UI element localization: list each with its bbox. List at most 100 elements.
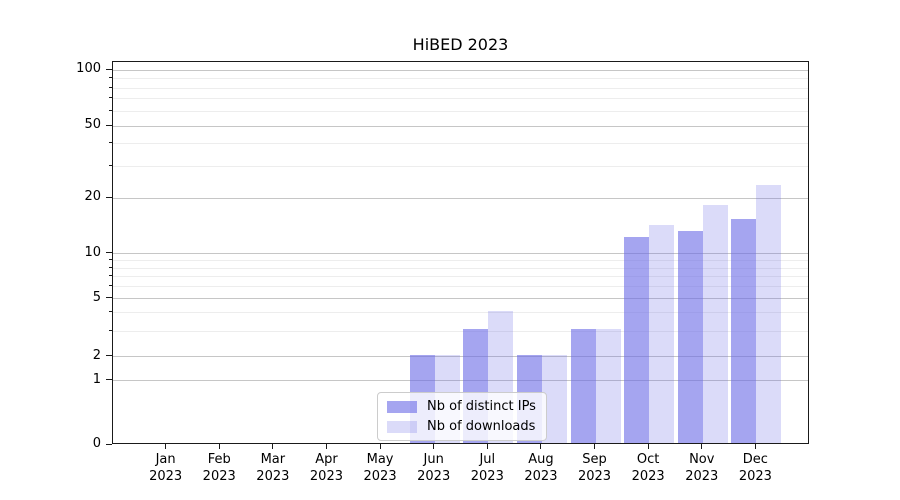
- x-tick-year: 2023: [202, 469, 236, 484]
- y-tick-label: 100: [76, 61, 101, 76]
- bar-nb-of-downloads-nov: [702, 204, 728, 443]
- minor-gridline: [113, 143, 808, 145]
- x-tick-label-apr: Apr 2023: [294, 451, 358, 485]
- x-tick-year: 2023: [470, 469, 504, 484]
- y-minor-tick: [109, 86, 112, 88]
- bar-nb-of-downloads-oct: [649, 224, 675, 443]
- x-tick-year: 2023: [256, 469, 290, 484]
- major-gridline: [113, 356, 808, 358]
- y-tick-label: 10: [84, 244, 101, 260]
- x-tick-year: 2023: [149, 469, 183, 484]
- x-tick: [594, 444, 596, 449]
- minor-gridline: [113, 276, 808, 278]
- bar-nb-of-distinct-ips-nov: [677, 230, 703, 443]
- minor-gridline: [113, 165, 808, 167]
- bar-nb-of-distinct-ips-dec: [731, 219, 757, 443]
- x-tick-year: 2023: [309, 469, 343, 484]
- y-tick: [106, 68, 112, 70]
- minor-gridline: [113, 259, 808, 261]
- x-tick: [433, 444, 435, 449]
- minor-gridline: [113, 330, 808, 332]
- chart-title: HiBED 2023: [412, 35, 509, 54]
- x-tick-label-jan: Jan 2023: [134, 451, 198, 485]
- y-minor-tick: [109, 97, 112, 99]
- x-tick: [701, 444, 703, 449]
- x-tick-label-nov: Nov 2023: [670, 451, 734, 485]
- x-tick-year: 2023: [363, 469, 397, 484]
- x-tick-year: 2023: [631, 469, 665, 484]
- bar-nb-of-downloads-dec: [756, 185, 782, 443]
- x-tick-label-aug: Aug 2023: [509, 451, 573, 485]
- legend-row-downloads: Nb of downloads: [387, 419, 536, 434]
- x-tick-year: 2023: [685, 469, 719, 484]
- y-tick: [106, 196, 112, 198]
- minor-gridline: [113, 110, 808, 112]
- legend-row-distinct-ips: Nb of distinct IPs: [387, 399, 536, 414]
- x-tick: [325, 444, 327, 449]
- x-tick-label-feb: Feb 2023: [187, 451, 251, 485]
- y-minor-tick: [109, 142, 112, 144]
- x-tick-year: 2023: [738, 469, 772, 484]
- bar-nb-of-distinct-ips-oct: [624, 237, 650, 443]
- x-tick: [272, 444, 274, 449]
- x-tick-label-jun: Jun 2023: [402, 451, 466, 485]
- major-gridline: [113, 125, 808, 127]
- y-minor-tick: [109, 258, 112, 260]
- y-tick-label: 2: [92, 347, 101, 363]
- y-minor-tick: [109, 266, 112, 268]
- x-tick-label-may: May 2023: [348, 451, 412, 485]
- y-tick-label: 5: [92, 289, 101, 305]
- y-tick-label: 1: [92, 371, 101, 387]
- x-tick-label-mar: Mar 2023: [241, 451, 305, 485]
- y-minor-tick: [109, 77, 112, 79]
- legend-label-downloads: Nb of downloads: [427, 419, 536, 434]
- y-minor-tick: [109, 275, 112, 277]
- major-gridline: [113, 380, 808, 382]
- bar-nb-of-downloads-sep: [595, 329, 621, 443]
- x-tick-label-sep: Sep 2023: [563, 451, 627, 485]
- minor-gridline: [113, 286, 808, 288]
- y-minor-tick: [109, 164, 112, 166]
- major-gridline: [113, 197, 808, 199]
- y-minor-tick: [109, 109, 112, 111]
- y-minor-tick: [109, 329, 112, 331]
- x-tick: [218, 444, 220, 449]
- x-tick: [486, 444, 488, 449]
- x-tick-label-jul: Jul 2023: [455, 451, 519, 485]
- y-tick: [106, 297, 112, 299]
- x-tick-year: 2023: [524, 469, 558, 484]
- minor-gridline: [113, 87, 808, 89]
- major-gridline: [113, 69, 808, 71]
- legend-swatch-downloads: [387, 420, 417, 433]
- bar-nb-of-distinct-ips-sep: [570, 329, 596, 443]
- x-tick-year: 2023: [577, 469, 612, 484]
- y-tick: [106, 124, 112, 126]
- legend: Nb of distinct IPs Nb of downloads: [377, 392, 547, 441]
- plot-area: [112, 61, 809, 444]
- y-tick-label: 0: [92, 436, 101, 451]
- major-gridline: [113, 253, 808, 254]
- x-tick-label-oct: Oct 2023: [616, 451, 680, 485]
- minor-gridline: [113, 267, 808, 269]
- y-tick: [106, 443, 112, 445]
- y-tick: [106, 252, 112, 253]
- y-tick: [106, 379, 112, 381]
- x-tick: [647, 444, 649, 449]
- x-tick: [165, 444, 167, 449]
- legend-swatch-distinct-ips: [387, 400, 417, 413]
- major-gridline: [113, 298, 808, 300]
- y-tick: [106, 355, 112, 357]
- x-tick: [379, 444, 381, 449]
- y-tick-label: 50: [84, 117, 101, 133]
- y-minor-tick: [109, 311, 112, 313]
- y-minor-tick: [109, 285, 112, 287]
- minor-gridline: [113, 78, 808, 80]
- x-tick-year: 2023: [417, 469, 451, 484]
- minor-gridline: [113, 98, 808, 100]
- minor-gridline: [113, 312, 808, 314]
- x-tick: [754, 444, 756, 449]
- y-tick-label: 20: [84, 189, 101, 205]
- legend-label-distinct-ips: Nb of distinct IPs: [427, 399, 536, 414]
- x-tick-label-dec: Dec 2023: [723, 451, 787, 485]
